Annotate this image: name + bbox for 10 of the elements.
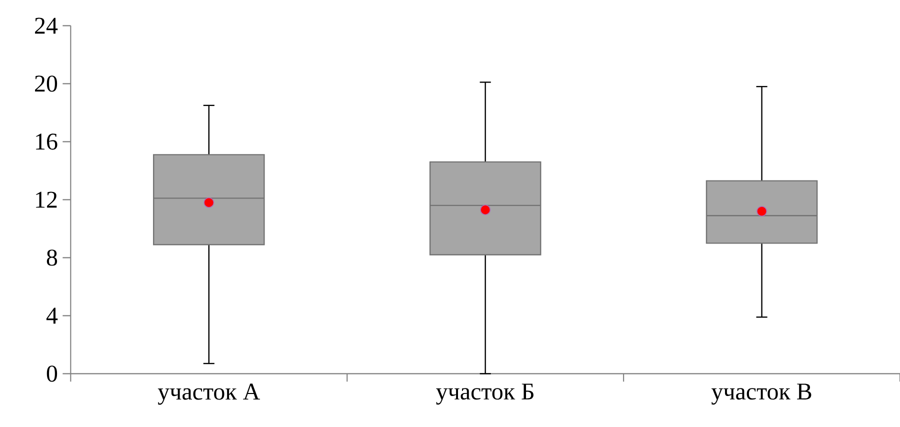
y-tick-label: 8 [46, 250, 58, 266]
x-tick-label: участок В [711, 384, 812, 405]
x-tick-label: участок Б [436, 384, 534, 405]
y-tick-label: 20 [35, 76, 58, 92]
y-tick-label: 16 [36, 134, 58, 150]
y-tick-label: 0 [46, 366, 58, 382]
x-tick-label: участок А [158, 384, 260, 405]
y-tick-label: 4 [46, 308, 58, 324]
y-tick-label: 24 [35, 18, 58, 34]
y-tick-label: 12 [36, 192, 57, 208]
